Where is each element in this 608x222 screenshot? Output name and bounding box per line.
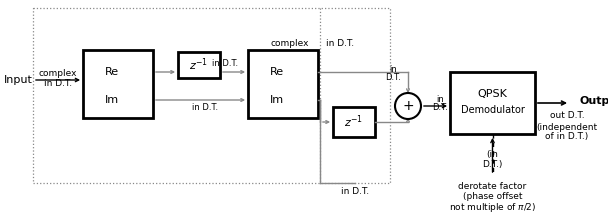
Text: in: in <box>436 95 444 103</box>
Text: D.T.): D.T.) <box>482 159 503 168</box>
Text: complex: complex <box>271 40 309 48</box>
Bar <box>83 50 153 118</box>
Text: Im: Im <box>105 95 119 105</box>
Bar <box>450 72 535 134</box>
Text: Re: Re <box>270 67 284 77</box>
Text: in: in <box>389 65 397 75</box>
Text: derotate factor: derotate factor <box>458 182 527 190</box>
Text: out D.T.: out D.T. <box>550 111 584 121</box>
Text: in D.T.: in D.T. <box>44 79 72 87</box>
Text: $z^{-1}$: $z^{-1}$ <box>190 57 209 73</box>
Bar <box>178 52 220 78</box>
Text: QPSK: QPSK <box>477 89 508 99</box>
Text: in D.T.: in D.T. <box>192 103 218 113</box>
Text: Input: Input <box>4 75 33 85</box>
Text: Output: Output <box>580 96 608 106</box>
Text: D.T.: D.T. <box>432 103 448 111</box>
Bar <box>248 50 318 118</box>
Text: (independent: (independent <box>536 123 598 131</box>
Text: +: + <box>402 99 414 113</box>
Text: in D.T.: in D.T. <box>326 40 354 48</box>
Bar <box>333 107 375 137</box>
Text: (in: (in <box>486 151 499 159</box>
Circle shape <box>395 93 421 119</box>
Text: complex: complex <box>39 69 77 77</box>
Text: $z^{-1}$: $z^{-1}$ <box>345 114 364 130</box>
Text: in D.T.: in D.T. <box>212 59 238 69</box>
Text: Re: Re <box>105 67 119 77</box>
Text: of in D.T.): of in D.T.) <box>545 133 589 141</box>
Text: in D.T.: in D.T. <box>341 186 369 196</box>
Text: D.T.: D.T. <box>385 73 401 83</box>
Text: not multiple of $\pi$/2): not multiple of $\pi$/2) <box>449 200 536 214</box>
Text: Im: Im <box>270 95 284 105</box>
Text: Demodulator: Demodulator <box>461 105 525 115</box>
Text: (phase offset: (phase offset <box>463 192 522 200</box>
